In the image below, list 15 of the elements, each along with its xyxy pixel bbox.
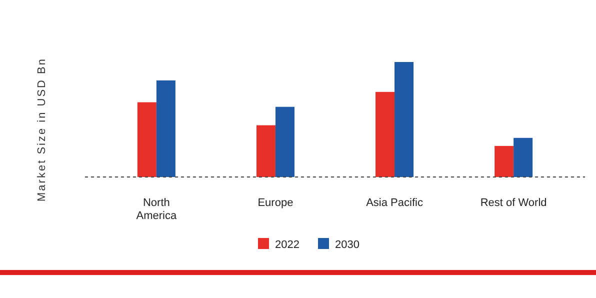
bar bbox=[376, 92, 395, 177]
bar bbox=[137, 102, 156, 177]
x-tick-label: North America bbox=[136, 197, 178, 222]
bar bbox=[394, 62, 414, 177]
bar bbox=[514, 138, 533, 177]
x-tick-label: Asia Pacific bbox=[366, 197, 424, 209]
x-tick-label: Europe bbox=[258, 197, 294, 209]
bar bbox=[494, 146, 514, 177]
legend-label: 2022 bbox=[275, 239, 300, 251]
x-tick-label: Rest of World bbox=[480, 197, 547, 209]
y-axis-title: Market Size in USD Bn bbox=[36, 58, 48, 202]
bar bbox=[156, 80, 176, 177]
legend-label: 2030 bbox=[335, 239, 360, 251]
bar bbox=[275, 106, 294, 177]
bar bbox=[256, 125, 276, 177]
